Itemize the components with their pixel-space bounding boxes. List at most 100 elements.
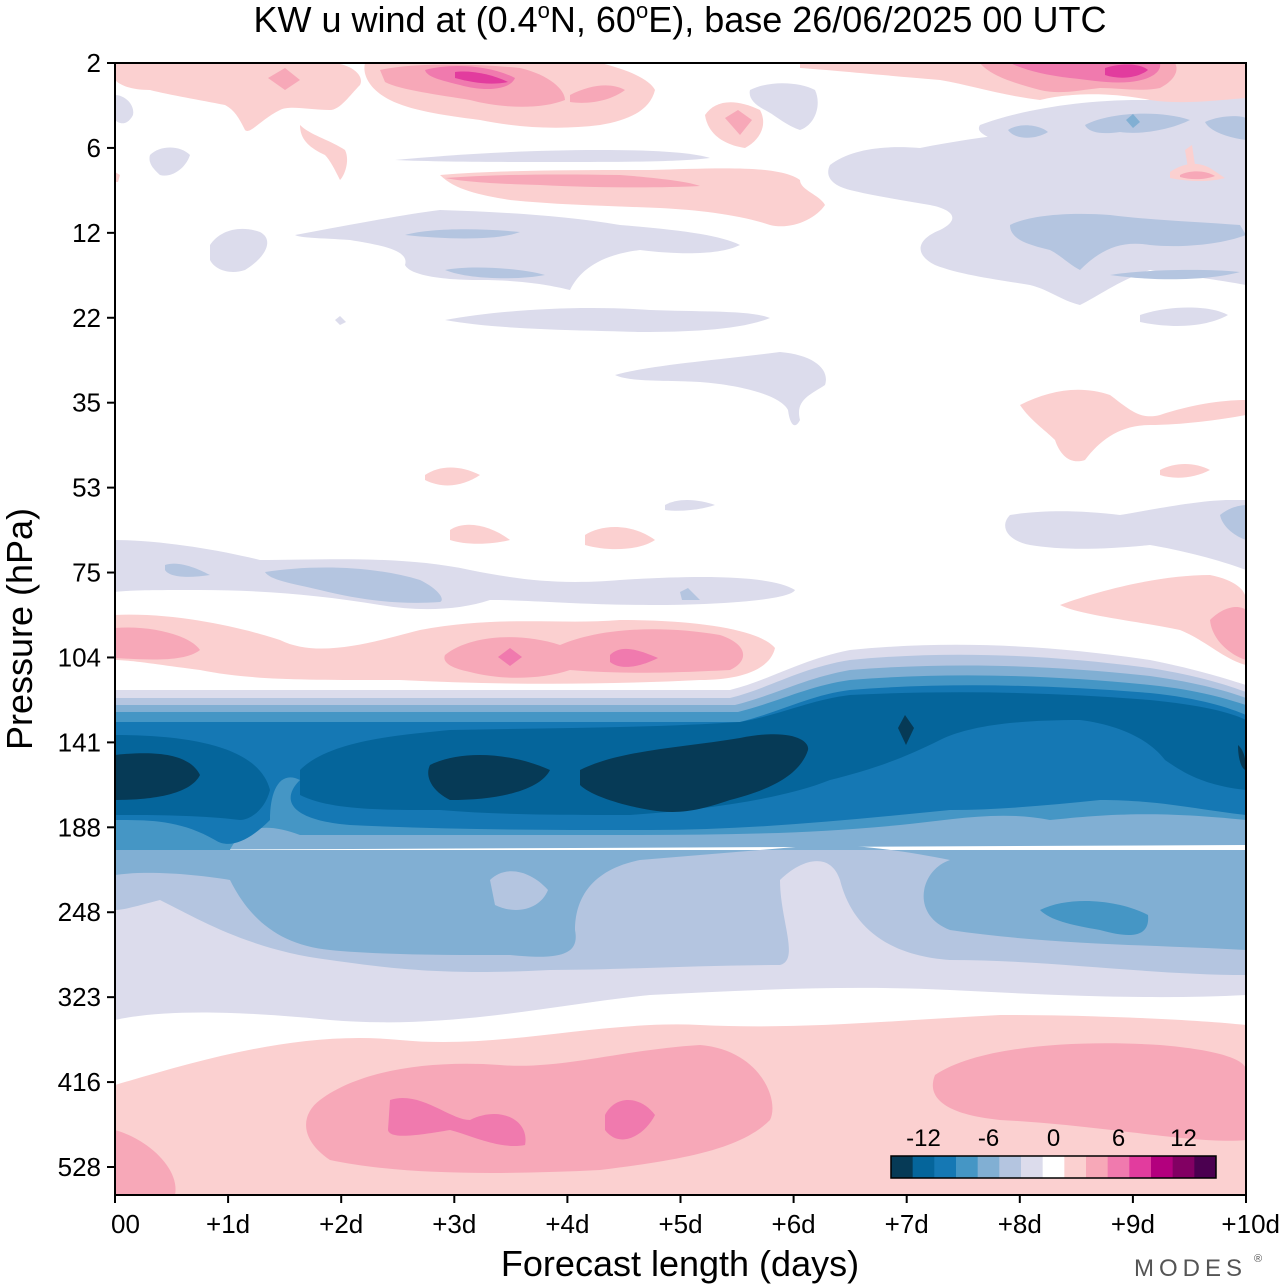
x-tick-label: +10d [1221, 1209, 1280, 1239]
colorbar-tick-label: 12 [1170, 1125, 1197, 1152]
westerly-band-core-b [610, 648, 658, 667]
colorbar-swatch [934, 1156, 957, 1178]
y-axis: 2 6 12 22 35 53 75 104 141 188 248 323 416 528 [58, 48, 115, 1182]
upper-westerly-a-core [268, 68, 300, 90]
upper-westerly-e [300, 125, 348, 180]
y-tick-label: 528 [58, 1152, 101, 1182]
strat-easterly-d [1140, 307, 1228, 326]
strat-easterly-a [615, 352, 826, 426]
y-tick-label: 104 [58, 642, 101, 672]
upper-easterly-a [295, 210, 740, 290]
x-tick-label: +1d [206, 1209, 250, 1239]
colorbar-swatch [891, 1156, 914, 1178]
easterly-jet-core-2 [428, 754, 550, 800]
x-tick-label: +7d [885, 1209, 929, 1239]
colorbar-swatch [1107, 1156, 1130, 1178]
x-tick-label: +8d [998, 1209, 1042, 1239]
upper-easterly-c [828, 128, 1246, 305]
upper-easterly-d-core [1008, 113, 1246, 140]
y-tick-label: 35 [72, 388, 101, 418]
x-axis: 00 +1d +2d +3d +4d +5d +6d +7d +8d +9d +10d [111, 1195, 1280, 1239]
y-tick-label: 248 [58, 897, 101, 927]
weak-easterly-band-core [165, 563, 700, 603]
colorbar-swatch [1194, 1156, 1217, 1178]
y-axis-label: Pressure (hPa) [0, 508, 40, 750]
westerly-layer-mid [306, 1045, 773, 1173]
upper-easterly-d-inner [1126, 114, 1140, 128]
upper-easterly-c-core [1010, 213, 1246, 280]
easterly-spot-1 [665, 500, 715, 511]
upper-westerly-g-mid [1180, 171, 1215, 180]
y-tick-label: 6 [87, 133, 101, 163]
x-tick-label: +2d [319, 1209, 363, 1239]
y-tick-label: 2 [87, 48, 101, 78]
colorbar-swatch [912, 1156, 935, 1178]
colorbar-swatch [999, 1156, 1022, 1178]
upper-easterly-g [115, 95, 134, 124]
easterly-layer-core [1040, 900, 1149, 935]
colorbar-swatch [956, 1156, 979, 1178]
strat-easterly-b [445, 308, 770, 332]
y-tick-label: 22 [72, 303, 101, 333]
westerly-layer-mid-2 [932, 1043, 1246, 1141]
strat-easterly-c [335, 316, 346, 325]
upper-westerly-c-mid [725, 110, 752, 135]
y-tick-label: 75 [72, 558, 101, 588]
colorbar-swatch [977, 1156, 1000, 1178]
westerly-spot-right [1020, 389, 1246, 462]
westerly-band-right-mid [1210, 607, 1246, 660]
westerly-spot-1 [425, 467, 480, 486]
y-tick-label: 141 [58, 727, 101, 757]
easterly-jet-core-4 [898, 715, 914, 745]
westerly-layer-mid-3 [115, 1130, 176, 1195]
x-tick-label: 00 [111, 1209, 140, 1239]
y-tick-label: 188 [58, 812, 101, 842]
upper-westerly-d-mid [445, 174, 700, 188]
colorbar-tick-label: -12 [906, 1125, 941, 1152]
upper-easterly-e [395, 150, 710, 162]
y-tick-label: 53 [72, 473, 101, 503]
weak-easterly-right [1005, 500, 1246, 570]
x-axis-label: Forecast length (days) [501, 1243, 859, 1284]
colorbar-tick-label: 6 [1112, 1125, 1125, 1152]
westerly-max-b [605, 1100, 655, 1140]
colorbar-tick-label: 0 [1047, 1125, 1060, 1152]
westerly-max-a [388, 1097, 526, 1147]
colorbar-swatch [1021, 1156, 1044, 1178]
upper-westerly-h [115, 172, 120, 182]
easterly-jet-core-3 [580, 734, 809, 812]
colorbar-swatch [1042, 1156, 1065, 1178]
upper-westerly-f-peak [1105, 64, 1148, 78]
easterly-layer-medium [115, 845, 1246, 957]
upper-easterly-a-core [405, 229, 545, 279]
colorbar-swatch [1172, 1156, 1195, 1178]
easterly-jet-core-1 [115, 753, 200, 800]
upper-westerly-g [1170, 145, 1225, 181]
chart-title: KW u wind at (0.4oN, 60oE), base 26/06/2… [254, 0, 1107, 40]
easterly-jet-core-5 [1238, 745, 1246, 770]
plot-area [114, 62, 1247, 1196]
weak-easterly-band [115, 540, 795, 610]
x-tick-label: +4d [545, 1209, 589, 1239]
colorbar-frame [890, 1155, 1217, 1179]
colorbar-swatch [1086, 1156, 1109, 1178]
brand-mark: ® [1254, 1253, 1262, 1265]
brand-logo: MODES [1134, 1255, 1247, 1282]
westerly-band-core-a [498, 648, 522, 666]
westerly-spot-2 [450, 524, 510, 544]
y-tick-label: 12 [72, 218, 101, 248]
x-tick-label: +5d [658, 1209, 702, 1239]
westerly-band-right [1060, 575, 1246, 665]
y-tick-label: 323 [58, 982, 101, 1012]
upper-easterly-b [210, 228, 268, 272]
upper-westerly-b-peak [455, 71, 508, 84]
y-tick-label: 416 [58, 1067, 101, 1097]
colorbar: -12 -6 0 6 12 [890, 1125, 1217, 1179]
colorbar-swatch [1151, 1156, 1174, 1178]
x-tick-label: +9d [1111, 1209, 1155, 1239]
colorbar-tick-label: -6 [978, 1125, 999, 1152]
colorbar-swatch [1064, 1156, 1087, 1178]
westerly-spot-3 [585, 526, 655, 550]
x-tick-label: +3d [432, 1209, 476, 1239]
